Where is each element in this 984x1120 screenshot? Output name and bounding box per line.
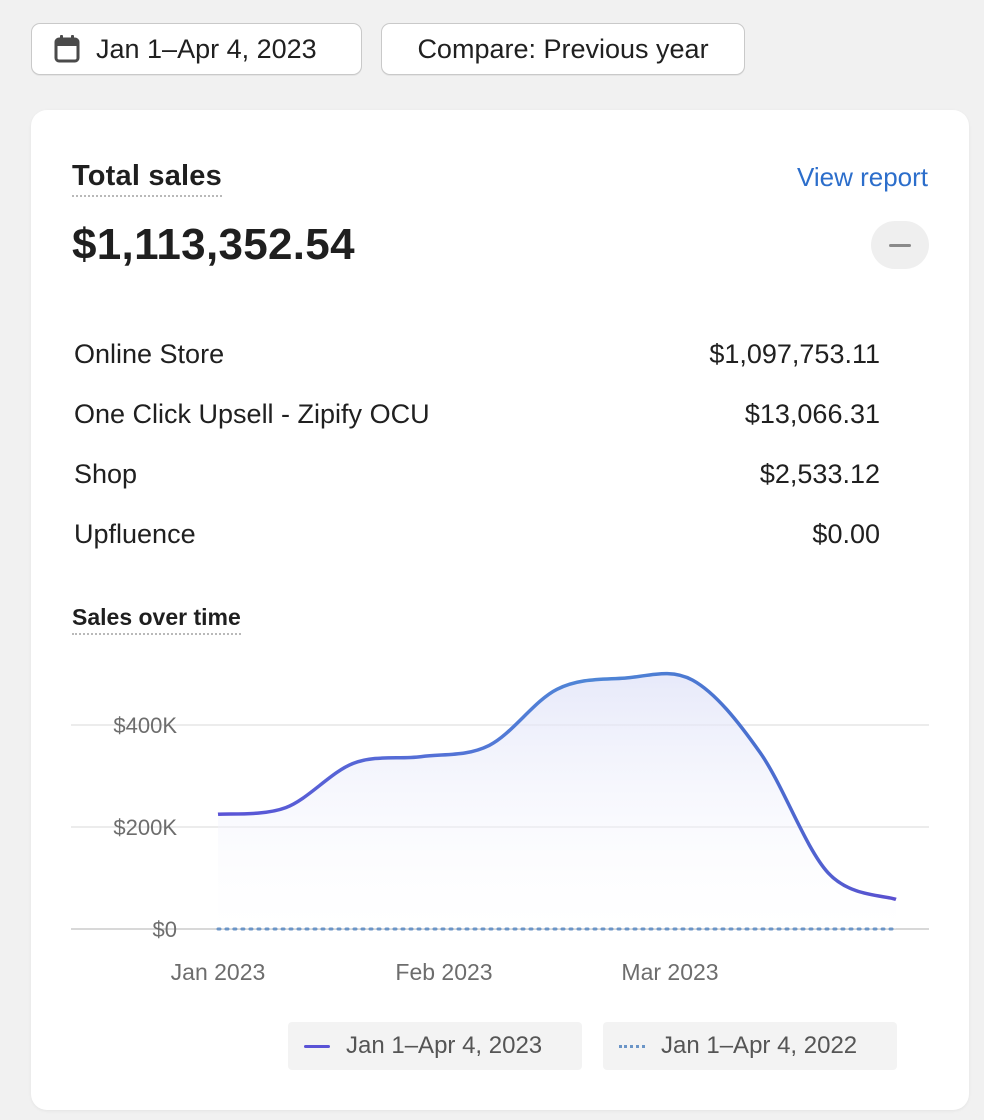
channel-row: Shop $2,533.12 (74, 454, 880, 494)
compare-label: Compare: Previous year (417, 33, 709, 64)
channel-row: Online Store $1,097,753.11 (74, 334, 880, 374)
channel-name: Upfluence (74, 518, 196, 549)
compare-button[interactable]: Compare: Previous year (381, 23, 745, 75)
sales-chart: $0 $200K $400K Jan 2023 Feb 2023 Mar 2023 (71, 671, 929, 985)
minus-icon (889, 243, 911, 247)
current-series-line (217, 671, 897, 902)
date-range-button[interactable]: Jan 1–Apr 4, 2023 (31, 23, 362, 75)
channel-name: Online Store (74, 338, 225, 369)
y-tick-label: $400K (113, 713, 177, 738)
legend-item-previous[interactable]: Jan 1–Apr 4, 2022 (603, 1022, 897, 1070)
channel-value: $1,097,753.11 (709, 338, 880, 369)
channel-name: One Click Upsell - Zipify OCU (74, 398, 430, 429)
x-tick-label: Feb 2023 (395, 959, 492, 985)
channel-value: $0.00 (812, 518, 880, 549)
date-range-label: Jan 1–Apr 4, 2023 (96, 33, 317, 64)
view-report-link[interactable]: View report (796, 162, 928, 192)
y-tick-label: $200K (113, 815, 177, 840)
x-tick-label: Mar 2023 (621, 959, 718, 985)
calendar-icon (54, 35, 80, 63)
x-tick-label: Jan 2023 (171, 959, 266, 985)
total-sales-title[interactable]: Total sales (72, 160, 222, 197)
channel-row: Upfluence $0.00 (74, 514, 880, 554)
channel-name: Shop (74, 458, 138, 489)
legend-label: Jan 1–Apr 4, 2023 (346, 1032, 543, 1059)
collapse-button[interactable] (871, 221, 929, 269)
channel-value: $2,533.12 (759, 458, 880, 489)
dotted-line-swatch (619, 1044, 645, 1048)
solid-line-swatch (304, 1044, 330, 1048)
total-sales-amount: $1,113,352.54 (72, 220, 355, 269)
channel-row: One Click Upsell - Zipify OCU $13,066.31 (74, 394, 880, 434)
legend-item-current[interactable]: Jan 1–Apr 4, 2023 (288, 1022, 582, 1070)
y-tick-label: $0 (153, 917, 177, 942)
sales-over-time-title[interactable]: Sales over time (72, 604, 241, 635)
total-sales-card: Total sales View report $1,113,352.54 On… (31, 110, 969, 1110)
legend-label: Jan 1–Apr 4, 2022 (661, 1032, 858, 1059)
current-series-area (218, 673, 896, 929)
channel-value: $13,066.31 (744, 398, 880, 429)
